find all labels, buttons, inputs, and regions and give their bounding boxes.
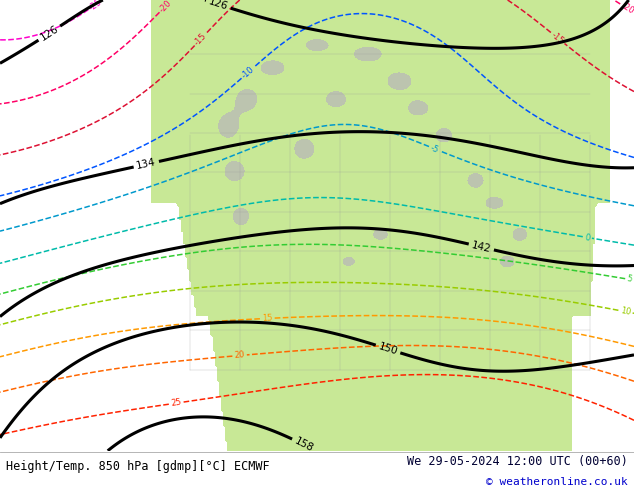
Text: 15: 15 (262, 314, 273, 323)
Text: Height/Temp. 850 hPa [gdmp][°C] ECMWF: Height/Temp. 850 hPa [gdmp][°C] ECMWF (6, 460, 270, 473)
Text: -20: -20 (158, 0, 174, 14)
Text: 150: 150 (377, 341, 399, 357)
Text: 134: 134 (136, 157, 157, 171)
Text: 10: 10 (619, 306, 631, 317)
Text: 126: 126 (38, 24, 60, 43)
Text: -10: -10 (240, 65, 256, 80)
Text: 25: 25 (170, 398, 182, 408)
Text: 5: 5 (626, 274, 633, 284)
Text: -20: -20 (619, 1, 634, 16)
Text: 142: 142 (470, 240, 492, 254)
Text: -5: -5 (429, 143, 440, 154)
Text: 158: 158 (292, 436, 315, 454)
Text: 20: 20 (234, 350, 245, 361)
Text: 0: 0 (584, 233, 591, 243)
Text: -15: -15 (550, 30, 566, 46)
Text: -15: -15 (193, 31, 209, 47)
Text: We 29-05-2024 12:00 UTC (00+60): We 29-05-2024 12:00 UTC (00+60) (407, 455, 628, 468)
Text: 126: 126 (207, 0, 230, 12)
Text: -25: -25 (87, 0, 103, 12)
Text: © weatheronline.co.uk: © weatheronline.co.uk (486, 477, 628, 487)
